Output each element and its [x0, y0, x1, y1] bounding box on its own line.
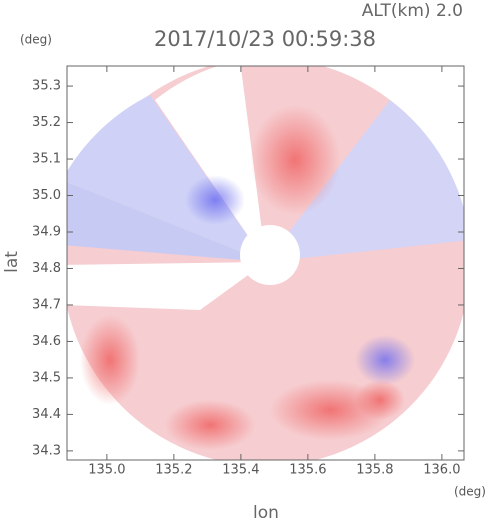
y-tick-label: 35.3 [32, 79, 61, 94]
y-tick-label: 34.5 [32, 370, 61, 385]
plot-frame [66, 65, 465, 461]
x-unit: (deg) [454, 485, 486, 499]
x-axis-label: lon [253, 503, 279, 521]
x-tick-label: 135.2 [155, 463, 192, 478]
y-tick-label: 34.4 [32, 407, 61, 422]
y-tick-label: 34.9 [32, 224, 61, 239]
x-tick-label: 135.4 [222, 463, 259, 478]
x-tick-label: 135.6 [289, 463, 326, 478]
y-tick-label: 34.3 [32, 443, 61, 458]
chart-title: 2017/10/23 00:59:38 [154, 27, 376, 51]
y-unit: (deg) [20, 33, 52, 47]
x-tick-label: 135.8 [356, 463, 393, 478]
altitude-label: ALT(km) 2.0 [362, 1, 463, 21]
y-tick-label: 34.7 [32, 297, 61, 312]
x-tick-label: 136.0 [423, 463, 460, 478]
y-tick-label: 34.8 [32, 261, 61, 276]
y-tick-label: 35.2 [32, 115, 61, 130]
y-tick-label: 35.1 [32, 152, 61, 167]
y-tick-label: 35.0 [32, 188, 61, 203]
x-tick-label: 135.0 [88, 463, 125, 478]
radar-field [67, 66, 464, 460]
y-tick-label: 34.6 [32, 334, 61, 349]
y-axis-label: lat [2, 251, 22, 273]
